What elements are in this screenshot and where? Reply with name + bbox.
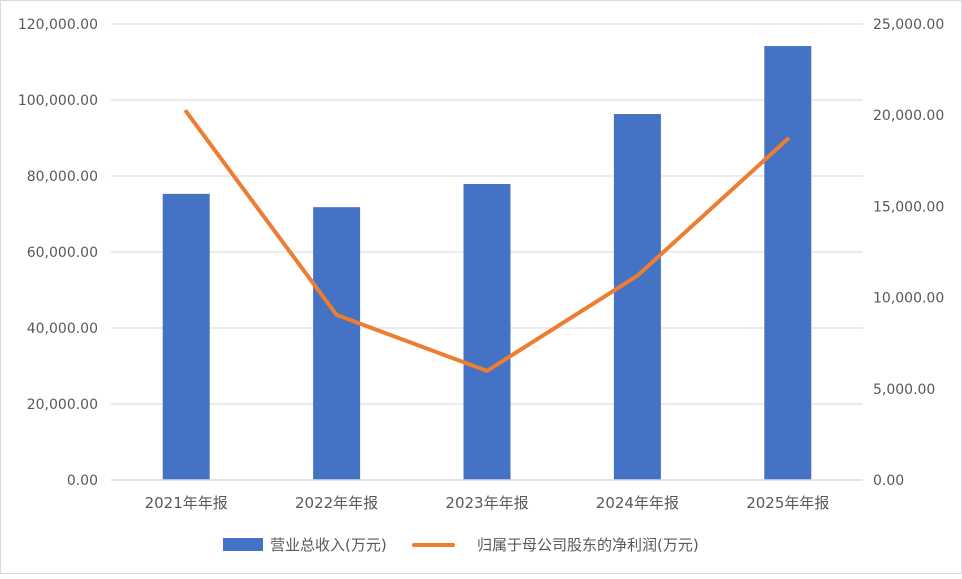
revenue-bar [764, 46, 812, 480]
left-tick-label: 40,000.00 [27, 321, 98, 337]
left-tick-label: 0.00 [67, 473, 98, 489]
left-tick-label: 60,000.00 [27, 245, 98, 261]
legend: 营业总收入(万元) 归属于母公司股东的净利润(万元) [223, 536, 699, 554]
right-tick-label: 15,000.00 [873, 199, 944, 215]
left-tick-label: 100,000.00 [18, 93, 98, 109]
revenue-bars [162, 46, 812, 481]
revenue-bar [162, 193, 210, 481]
left-tick-label: 20,000.00 [27, 397, 98, 413]
left-tick-label: 80,000.00 [27, 169, 98, 185]
category-label: 2021年年报 [145, 494, 228, 512]
legend-line-label: 归属于母公司股东的净利润(万元) [477, 536, 699, 554]
category-labels: 2021年年报 2022年年报 2023年年报 2024年年报 2025年年报 [145, 494, 830, 512]
right-tick-label: 25,000.00 [873, 17, 944, 33]
category-label: 2023年年报 [445, 494, 528, 512]
right-tick-label: 10,000.00 [873, 291, 944, 307]
legend-bar-label: 营业总收入(万元) [270, 536, 387, 554]
category-label: 2024年年报 [596, 494, 679, 512]
revenue-bar [613, 114, 661, 480]
net-profit-line [184, 109, 790, 373]
revenue-bar [463, 183, 511, 481]
right-axis-ticks: 0.00 5,000.00 10,000.00 15,000.00 20,000.00 2… [873, 17, 944, 489]
category-label: 2022年年报 [295, 494, 378, 512]
right-tick-label: 0.00 [873, 473, 904, 489]
left-axis-ticks: 0.00 20,000.00 40,000.00 60,000.00 80,000.00… [18, 17, 98, 489]
category-label: 2025年年报 [746, 494, 829, 512]
right-tick-label: 5,000.00 [873, 382, 935, 398]
revenue-bar [313, 207, 361, 480]
legend-bar-swatch [223, 538, 263, 551]
right-tick-label: 20,000.00 [873, 108, 944, 124]
left-tick-label: 120,000.00 [18, 17, 98, 33]
